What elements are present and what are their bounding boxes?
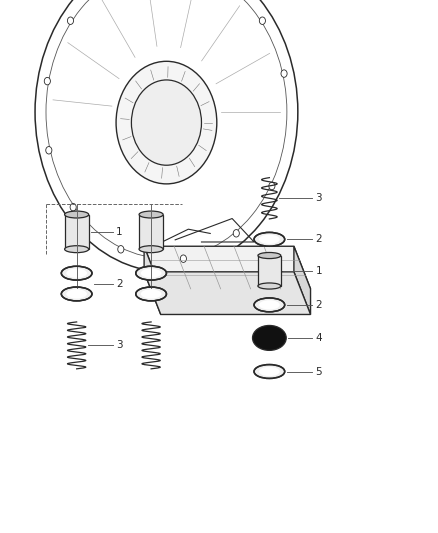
Text: 2: 2	[116, 279, 123, 288]
Ellipse shape	[254, 365, 285, 378]
Ellipse shape	[61, 266, 92, 280]
Text: 2: 2	[315, 300, 322, 310]
Circle shape	[44, 77, 50, 85]
Ellipse shape	[141, 269, 162, 278]
Circle shape	[269, 182, 275, 190]
Text: 1: 1	[315, 266, 322, 276]
Bar	[139, 215, 163, 249]
Text: 3: 3	[315, 193, 322, 203]
Bar	[64, 215, 88, 249]
Ellipse shape	[252, 326, 286, 350]
Polygon shape	[294, 246, 311, 314]
Ellipse shape	[259, 235, 280, 244]
Circle shape	[118, 246, 124, 253]
Ellipse shape	[139, 211, 163, 218]
Ellipse shape	[258, 283, 281, 289]
Ellipse shape	[61, 287, 92, 301]
Ellipse shape	[66, 269, 87, 278]
Text: 1: 1	[116, 227, 123, 237]
Polygon shape	[144, 272, 311, 314]
Ellipse shape	[64, 246, 88, 253]
Ellipse shape	[254, 232, 285, 246]
Circle shape	[116, 61, 217, 184]
Circle shape	[259, 17, 265, 25]
Text: 3: 3	[116, 341, 123, 350]
Ellipse shape	[259, 367, 280, 376]
Polygon shape	[144, 246, 311, 289]
Ellipse shape	[66, 289, 87, 298]
Ellipse shape	[139, 246, 163, 253]
Ellipse shape	[136, 287, 166, 301]
Circle shape	[233, 230, 239, 237]
Circle shape	[46, 147, 52, 154]
Text: 5: 5	[315, 367, 322, 376]
Ellipse shape	[136, 266, 166, 280]
Circle shape	[67, 17, 74, 25]
Circle shape	[131, 80, 201, 165]
Ellipse shape	[254, 298, 285, 312]
Circle shape	[180, 255, 187, 262]
Bar	[258, 255, 281, 286]
Ellipse shape	[64, 211, 88, 218]
Polygon shape	[144, 246, 161, 314]
Ellipse shape	[141, 289, 162, 298]
Circle shape	[70, 204, 76, 211]
Text: 4: 4	[315, 333, 322, 343]
Ellipse shape	[259, 300, 280, 310]
Text: 2: 2	[315, 235, 322, 244]
Ellipse shape	[258, 253, 281, 259]
Circle shape	[281, 70, 287, 77]
